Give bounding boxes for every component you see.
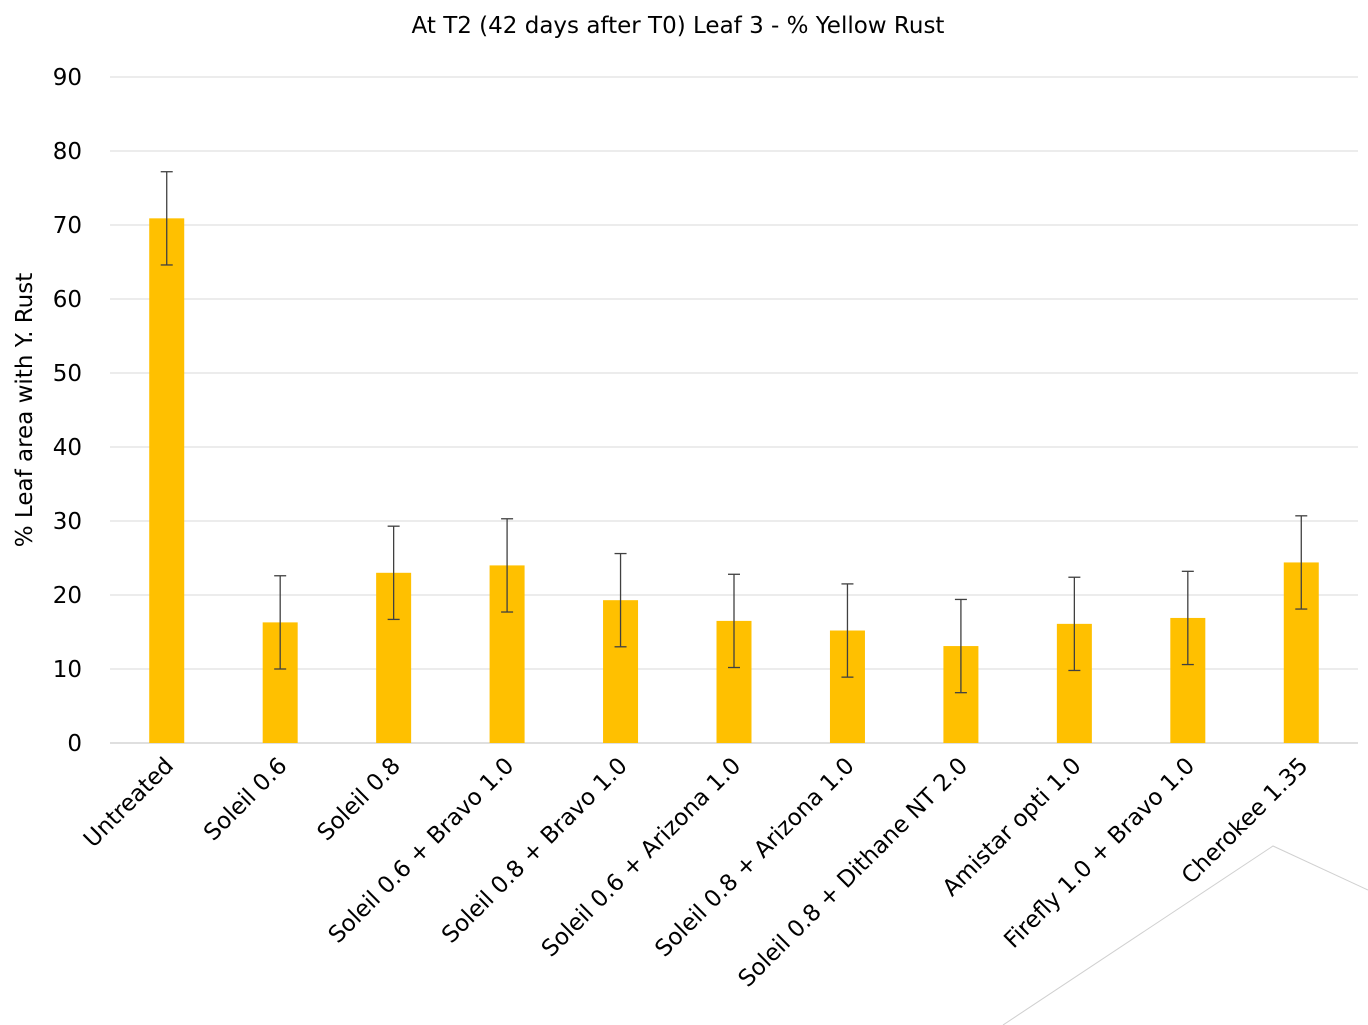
x-category-label: Firefly 1.0 + Bravo 1.0	[999, 753, 1200, 954]
y-tick-label: 10	[53, 657, 82, 683]
x-category-label: Soleil 0.8 + Dithane NT 2.0	[734, 753, 974, 993]
y-tick-label: 20	[53, 583, 82, 609]
y-tick-label: 90	[53, 65, 82, 91]
y-tick-label: 40	[53, 435, 82, 461]
x-category-label: Soleil 0.8 + Arizona 1.0	[650, 753, 859, 962]
gridlines	[110, 76, 1358, 744]
x-category-label: Untreated	[79, 753, 179, 853]
x-category-label: Soleil 0.6 + Arizona 1.0	[537, 753, 746, 962]
bars	[149, 218, 1319, 744]
y-tick-label: 70	[53, 213, 82, 239]
chart-title: At T2 (42 days after T0) Leaf 3 - % Yell…	[412, 13, 945, 39]
x-category-label: Soleil 0.6	[199, 753, 292, 846]
y-tick-label: 30	[53, 509, 82, 535]
y-tick-label: 0	[67, 731, 82, 757]
y-axis-label: % Leaf area with Y. Rust	[12, 273, 38, 547]
y-axis-ticks: 0 10 20 30 40 50 60 70 80 90	[53, 65, 82, 757]
x-category-label: Soleil 0.6 + Bravo 1.0	[324, 753, 520, 949]
y-tick-label: 50	[53, 361, 82, 387]
error-bars	[160, 171, 1308, 694]
corner-decoration-line	[1002, 845, 1368, 1025]
y-tick-label: 80	[53, 139, 82, 165]
bar	[149, 218, 185, 744]
y-tick-label: 60	[53, 287, 82, 313]
x-category-label: Soleil 0.8 + Bravo 1.0	[437, 753, 633, 949]
x-category-label: Soleil 0.8	[313, 753, 406, 846]
